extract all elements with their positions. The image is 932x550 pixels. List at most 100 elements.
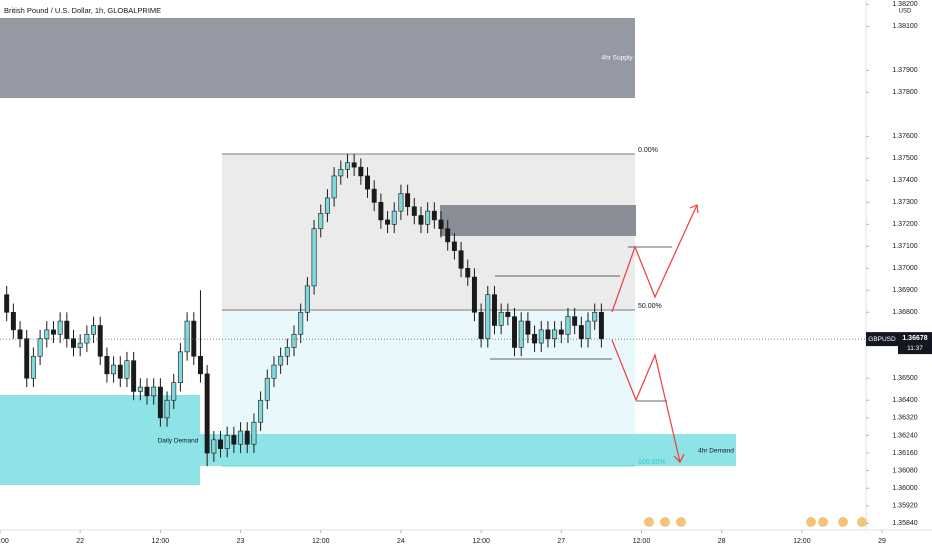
- candle-body: [224, 435, 230, 449]
- candle-body: [251, 421, 257, 445]
- event-icon: [838, 517, 848, 527]
- projection-arrow: [611, 204, 698, 313]
- candle-body: [137, 386, 143, 392]
- x-tick-label: 22: [76, 538, 84, 545]
- candle-body: [318, 213, 324, 230]
- supply-zone: [440, 205, 636, 236]
- candle-body: [451, 241, 457, 252]
- candle-body: [478, 311, 484, 339]
- candle-body: [24, 338, 30, 379]
- candle-body: [331, 175, 337, 199]
- fib-label: 50.00%: [638, 303, 662, 310]
- zone-label: 4hr Demand: [698, 448, 734, 455]
- candle-body: [211, 439, 217, 454]
- candle-body: [552, 329, 558, 339]
- candle-body: [598, 311, 604, 339]
- candle-body: [191, 320, 197, 357]
- arrow-head: [673, 453, 685, 464]
- candle-body: [585, 320, 591, 339]
- candle-body: [284, 347, 290, 357]
- candle-body: [471, 276, 477, 313]
- candle-body: [578, 325, 584, 339]
- y-tick-label: 1.36000: [892, 485, 917, 492]
- candle-body: [378, 202, 384, 221]
- x-tick-label: 12:00: [0, 538, 9, 545]
- candle-body: [104, 355, 110, 375]
- y-tick-label: 1.36240: [892, 432, 917, 439]
- candle-body: [525, 320, 531, 335]
- supply-zone-4hr: [0, 18, 635, 98]
- y-tick-label: 1.37600: [892, 133, 917, 140]
- candle-body: [50, 329, 56, 335]
- candle-body: [204, 373, 210, 454]
- zone-label: Daily Demand: [158, 438, 199, 445]
- x-tick-label: 24: [397, 538, 405, 545]
- candle-body: [298, 311, 304, 335]
- candle-body: [385, 219, 391, 225]
- y-tick-label: 1.36900: [892, 287, 917, 294]
- event-icon: [818, 517, 828, 527]
- candle-body: [264, 377, 270, 401]
- candle-body: [431, 210, 437, 221]
- candle-body: [512, 316, 517, 348]
- y-tick-label: 1.36160: [892, 450, 917, 457]
- candle-body: [545, 329, 551, 339]
- x-tick-label: 29: [878, 538, 886, 545]
- candle-body: [131, 360, 137, 392]
- candle-body: [572, 316, 578, 326]
- event-icon: [644, 517, 654, 527]
- candle-body: [30, 355, 36, 379]
- candle-body: [171, 382, 177, 401]
- candle-body: [91, 325, 97, 335]
- candle-body: [17, 329, 23, 339]
- candle-body: [498, 311, 504, 326]
- candle-body: [411, 206, 417, 216]
- x-tick-label: 12:00: [793, 538, 811, 545]
- candle-body: [231, 435, 237, 445]
- candle-body: [177, 351, 183, 383]
- y-tick-label: 1.36800: [892, 309, 917, 316]
- candle-body: [97, 325, 103, 357]
- candle-body: [77, 342, 83, 348]
- candle-body: [64, 320, 70, 339]
- candle-body: [117, 364, 123, 379]
- candle-body: [44, 329, 50, 339]
- candle-body: [532, 333, 538, 344]
- y-tick-label: 1.37200: [892, 221, 917, 228]
- y-tick-label: 1.36080: [892, 467, 917, 474]
- y-tick-label: 1.35920: [892, 503, 917, 510]
- drawings: 4hr Supply Supply Daily Demand 4hr Deman…: [0, 18, 736, 485]
- x-tick-label: 12:00: [472, 538, 490, 545]
- candle-body: [371, 188, 377, 203]
- y-tick-label: 1.37400: [892, 177, 917, 184]
- candle-body: [10, 311, 16, 331]
- candle-body: [565, 316, 571, 335]
- candle-body: [278, 355, 284, 366]
- candle-body: [197, 355, 203, 375]
- y-tick-label: 1.36400: [892, 397, 917, 404]
- candle-body: [37, 338, 43, 357]
- candle-body: [505, 311, 511, 317]
- y-tick-label: 1.37100: [892, 243, 917, 250]
- candle-body: [311, 228, 317, 287]
- candle-body: [184, 320, 190, 353]
- projection-arrow: [611, 339, 681, 463]
- candle-body: [151, 386, 157, 397]
- event-icon: [857, 517, 867, 527]
- candle-body: [124, 360, 130, 379]
- candle-body: [558, 329, 564, 335]
- y-tick-label: 1.38200: [892, 1, 917, 8]
- candle-body: [358, 166, 364, 177]
- x-tick-label: 23: [237, 538, 245, 545]
- x-tick-label: 12:00: [152, 538, 170, 545]
- symbol-label: GBPUSD: [868, 336, 896, 343]
- candle-body: [164, 399, 170, 419]
- candle-body: [458, 250, 464, 269]
- candle-body: [492, 294, 497, 326]
- candle-body: [324, 197, 330, 214]
- candle-body: [111, 364, 117, 375]
- candle-body: [238, 430, 244, 445]
- countdown-label: 11:37: [907, 345, 923, 352]
- y-tick-label: 1.37900: [892, 67, 917, 74]
